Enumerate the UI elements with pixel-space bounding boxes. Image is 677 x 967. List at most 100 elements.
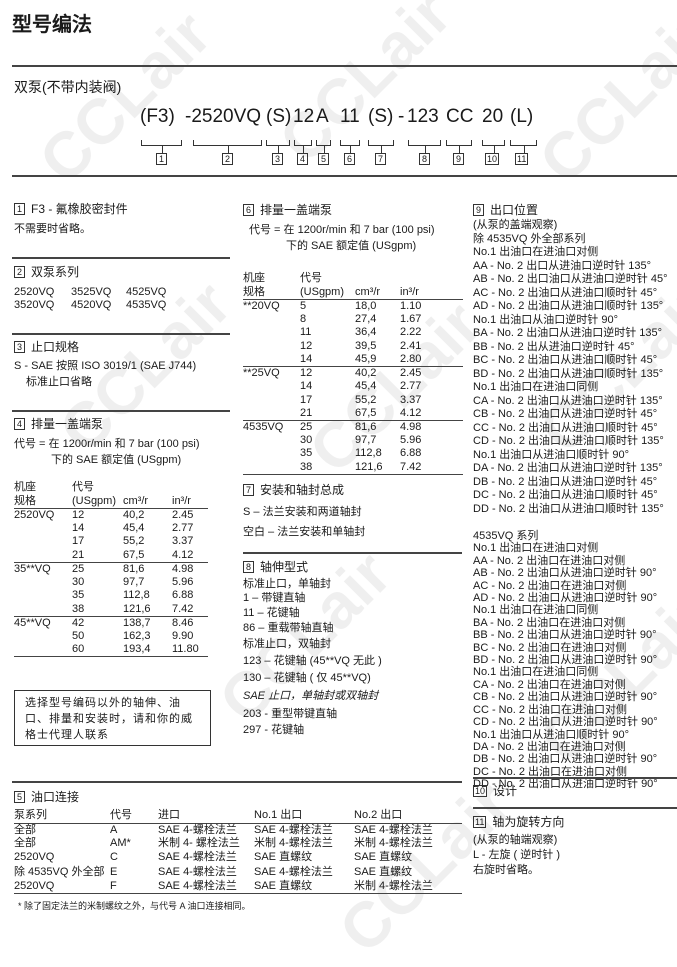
list-item: CC - No. 2 出油口从进油口顺时针 45° — [473, 421, 658, 434]
section-7: 7 安装和轴封总成 S – 法兰安装和两道轴封 空白 – 法兰安装和单轴封 — [243, 481, 365, 540]
frame-size — [14, 535, 72, 548]
table-cell: C — [110, 851, 118, 864]
table-row: 2520VQ C SAE 4-螺栓法兰 SAE 直螺纹 SAE 直螺纹 — [14, 851, 462, 865]
list-item: No.1 出油口在进油口同侧 — [473, 666, 599, 679]
table-cell: 112,8 — [355, 447, 382, 460]
list-item: 右旋时省略。 — [473, 864, 539, 876]
code-connector — [162, 146, 163, 154]
table-row: 38 121,6 7.42 — [243, 460, 463, 475]
table-cell: 12 — [72, 509, 85, 521]
table-header: (USgpm) — [72, 494, 123, 509]
list-item: DD - No. 2 出油口从进油口顺时针 135° — [473, 502, 664, 515]
table-row: 38 121,6 7.42 — [14, 602, 208, 617]
table-cell: 8 — [300, 313, 307, 325]
table-cell: 2.77 — [400, 380, 422, 393]
list-item: 11 – 花键轴 — [243, 607, 300, 619]
list-item: DC - No. 2 出油口在进油口对侧 — [473, 765, 628, 778]
table-header-row: 机座 代号 — [243, 271, 463, 285]
table-cell: SAE 直螺纹 — [254, 879, 354, 895]
section-text: 标准止口省略 — [26, 376, 92, 388]
code-segment: A — [316, 106, 329, 127]
table-cell: 8.46 — [172, 616, 194, 629]
code-connector — [303, 146, 304, 154]
section-6: 6 排量一盖端泵 代号 = 在 1200r/min 和 7 bar (100 ps… — [243, 201, 435, 254]
list-item: CB - No. 2 出油口从进油口逆时针 45° — [473, 408, 658, 420]
table-cell: 193,4 — [123, 642, 172, 657]
section-title: 轴为旋转方向 — [492, 815, 565, 829]
list-item: 1 – 带键直轴 — [243, 592, 306, 604]
table-cell: 4.98 — [400, 420, 422, 433]
table-header: 规格 — [243, 285, 300, 300]
subtitle: 双泵(不带内装阀) — [14, 79, 122, 95]
table-cell: 2.41 — [400, 339, 422, 352]
list-item: CB - No. 2 出油口从进油口逆时针 90° — [473, 691, 658, 704]
table-cell: 6.88 — [172, 589, 194, 602]
code-segment: (S) — [368, 106, 394, 127]
section-text: 下的 SAE 额定值 (USgpm) — [286, 240, 417, 252]
table-row: 14 45,4 2.77 — [243, 380, 463, 393]
list-item: No.1 出油口在进油口同侧 — [473, 381, 599, 393]
table-row: 17 55,2 3.37 — [14, 535, 208, 548]
section-text: S – 法兰安装和两道轴封 — [243, 506, 362, 518]
frame-size — [243, 380, 300, 393]
list-item: CD - No. 2 出油口从进油口逆时针 90° — [473, 716, 658, 729]
table-cell: 55,2 — [123, 535, 145, 548]
list-item: DC - No. 2 出油口从进油口顺时针 45° — [473, 489, 658, 501]
table-cell: 121,6 — [123, 602, 172, 617]
table-header: 机座 — [14, 481, 36, 493]
section-text: S - SAE 按照 ISO 3019/1 (SAE J744) — [14, 360, 197, 372]
footnote: * 除了固定法兰的米制螺纹之外，与代号 A 油口连接相同。 — [18, 901, 251, 911]
code-connector — [324, 146, 325, 154]
table-cell: F — [110, 879, 158, 895]
table-cell: 67,5 — [123, 548, 172, 563]
code-position-box: 9 — [453, 153, 464, 165]
code-bracket — [340, 140, 360, 146]
frame-size — [243, 406, 300, 421]
code-position-box: 11 — [515, 153, 529, 165]
section-number: 11 — [473, 816, 487, 828]
section-title: 安装和轴封总成 — [260, 483, 345, 497]
list-item: No.1 出油口在进油口同侧 — [473, 604, 599, 617]
table-cell: 2.45 — [400, 367, 422, 380]
section-title: 设计 — [493, 784, 518, 798]
table-cell: 121,6 — [355, 460, 400, 475]
list-item: CD - No. 2 出油口从进油口顺时针 135° — [473, 435, 664, 447]
list-item: 标准止口，单轴封 — [243, 578, 331, 590]
series: 2520VQ — [14, 286, 55, 298]
contact-note: 选择型号编码以外的轴伸、油口、排量和安装时，请和你的威格士代理人联系 — [14, 690, 211, 746]
series-table: 2520VQ 3525VQ 4525VQ 3520VQ 4520VQ 4535VQ — [14, 286, 166, 313]
frame-size — [14, 630, 72, 643]
list-item: L - 左旋 ( 逆时针 ) — [473, 849, 560, 861]
code-segment: 20 — [482, 106, 504, 127]
table-cell: 21 — [300, 406, 355, 421]
code-position-box: 2 — [222, 153, 233, 165]
code-position-box: 6 — [344, 153, 355, 165]
table-row: 11 36,4 2.22 — [243, 326, 463, 339]
section-1: 1 F3 - 氟橡胶密封件 不需要时省略。 — [14, 200, 128, 237]
table-row: 35**VQ 25 81,6 4.98 — [14, 562, 208, 576]
section-title: 排量一盖端泵 — [260, 203, 333, 217]
code-connector — [350, 146, 351, 154]
series: 4520VQ — [71, 299, 112, 312]
table-cell: 81,6 — [123, 562, 145, 575]
table-header — [400, 271, 463, 285]
table-header-row: 机座 代号 — [14, 480, 208, 494]
code-segment: 11 — [340, 106, 360, 127]
table-cell: 81,6 — [355, 420, 377, 433]
series: 4525VQ — [126, 286, 167, 298]
code-connector — [278, 146, 279, 154]
code-segment: (F3) — [140, 106, 175, 127]
list-item: BC - No. 2 出油口在进油口对侧 — [473, 641, 627, 654]
list-item: BC - No. 2 出油口从进油口顺时针 45° — [473, 354, 658, 366]
frame-size — [243, 313, 300, 326]
table-header: 机座 — [243, 272, 265, 284]
table-header-row: 规格 (USgpm) cm³/r in³/r — [14, 494, 208, 509]
list-item: BD - No. 2 出油口从进油口顺时针 135° — [473, 367, 664, 380]
table-row: 2520VQ 12 40,2 2.45 — [14, 509, 208, 523]
table-header-row: 规格 (USgpm) cm³/r in³/r — [243, 285, 463, 300]
list-item: CA - No. 2 出油口在进油口对侧 — [473, 678, 626, 691]
table-cell: E — [110, 865, 118, 878]
table-cell: 1.10 — [400, 300, 422, 312]
table-header — [355, 271, 400, 285]
table-cell: 5.96 — [172, 575, 194, 588]
